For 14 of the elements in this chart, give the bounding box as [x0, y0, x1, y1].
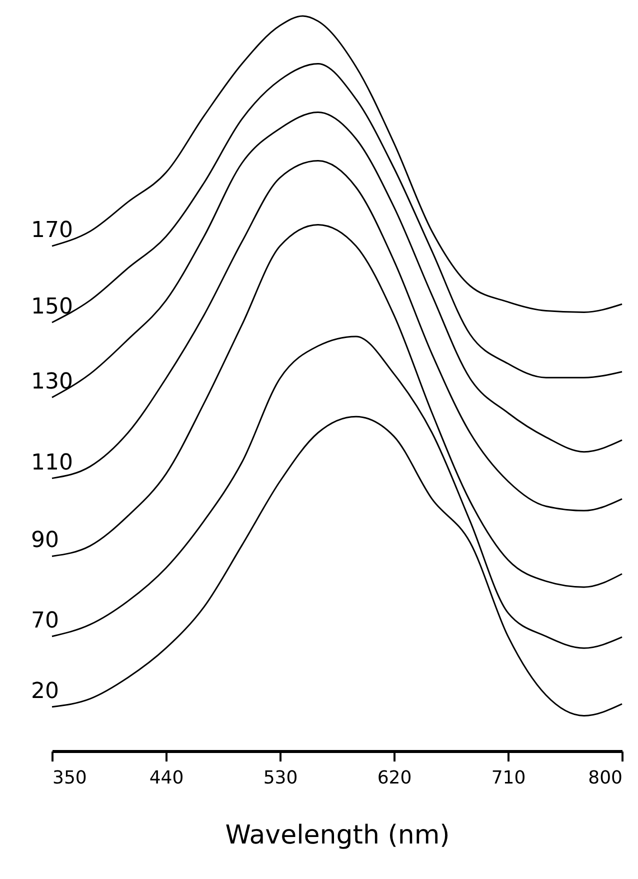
- series-label: 150: [31, 294, 73, 320]
- series-label: 20: [31, 678, 59, 704]
- x-tick-label: 710: [491, 768, 526, 788]
- x-tick-label: 620: [377, 768, 412, 788]
- x-tick-label: 800: [588, 768, 622, 788]
- series-label: 90: [31, 528, 59, 554]
- series-label: 70: [31, 608, 59, 634]
- series-label: 110: [31, 450, 73, 476]
- x-tick-label: 350: [52, 768, 87, 788]
- x-axis-title: Wavelength (nm): [225, 820, 450, 850]
- x-tick-label: 440: [149, 768, 184, 788]
- series-label: 170: [31, 218, 73, 244]
- series-label: 130: [31, 369, 73, 394]
- x-tick-label: 530: [263, 768, 298, 788]
